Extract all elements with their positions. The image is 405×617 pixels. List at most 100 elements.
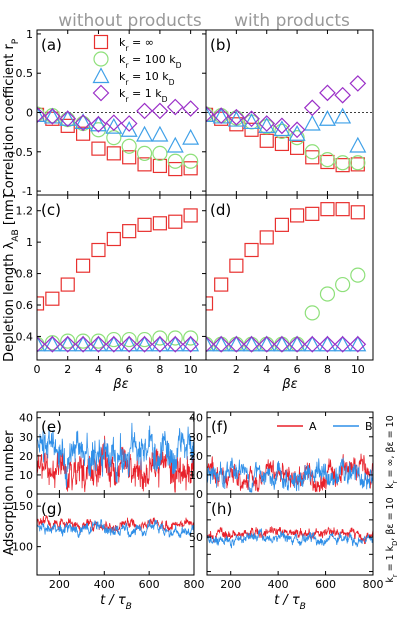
data-point: [151, 125, 169, 142]
data-point: [59, 110, 77, 128]
data-point: [120, 335, 138, 352]
data-point: [121, 331, 137, 348]
data-point: [334, 335, 351, 353]
data-point: [105, 114, 123, 132]
data-point: [319, 84, 336, 102]
x-tick-label: 4: [263, 363, 270, 376]
panel-b: (b): [205, 29, 374, 196]
y-tick-label: -0.5: [12, 146, 33, 159]
data-point: [212, 335, 230, 352]
panel-label: (f): [211, 418, 228, 436]
text-span: k: [119, 53, 126, 66]
series-3: [37, 98, 199, 133]
data-point: [75, 333, 91, 349]
text-span: Adsorption number: [2, 430, 17, 556]
series-3: [206, 335, 367, 353]
data-point: [43, 335, 61, 352]
data-point: [288, 335, 306, 352]
data-point: [206, 105, 215, 123]
data-point: [258, 117, 276, 133]
trace-A: [207, 525, 373, 545]
series-3: [206, 75, 367, 139]
x-tick-label: 10: [351, 363, 365, 376]
column-titles: without products with products: [58, 11, 350, 31]
data-point: [136, 335, 154, 352]
panel-label: (a): [41, 36, 62, 54]
data-point: [182, 128, 200, 145]
data-point: [214, 277, 229, 292]
data-point: [120, 121, 138, 137]
text-span: B: [126, 602, 132, 612]
data-point: [152, 330, 168, 346]
data-point: [244, 242, 259, 258]
x-axis-label-c: βε: [112, 377, 128, 392]
trace-B: [37, 422, 194, 488]
x-tick-label: 8: [324, 363, 331, 376]
data-point: [273, 335, 291, 353]
data-point: [305, 206, 320, 221]
panel-c: 0 2 4 6 8 10 0.4 0.6 0.8 1 1.2 (c): [16, 194, 207, 376]
data-point: [60, 333, 76, 349]
text-span: k: [119, 87, 126, 100]
text-span: = 1 k: [129, 87, 163, 100]
data-point: [75, 258, 91, 273]
text-span: = 100 k: [129, 53, 177, 66]
data-point: [259, 336, 275, 352]
y-tick-label: 10: [19, 469, 33, 482]
data-point: [182, 100, 199, 117]
x-axis-label-h: t / τB: [274, 593, 306, 612]
y-tick-label: 50: [189, 531, 203, 544]
data-point: [37, 296, 45, 311]
data-point: [259, 119, 275, 135]
y-tick-label: 0: [196, 488, 203, 501]
data-point: [182, 335, 199, 353]
plot-area: [207, 525, 373, 549]
data-point: [350, 157, 365, 172]
data-point: [303, 114, 321, 131]
data-point: [304, 305, 320, 321]
data-point: [106, 331, 122, 348]
data-point: [334, 107, 352, 124]
y-tick-label: 0.4: [16, 330, 34, 343]
legend-entry: B: [365, 420, 373, 433]
x-tick-label: 10: [184, 363, 198, 376]
data-point: [37, 335, 46, 352]
data-point: [288, 121, 306, 139]
plot-area: [37, 422, 194, 493]
data-point: [136, 331, 153, 348]
text-span: k: [119, 36, 126, 49]
text-span: r: [125, 61, 129, 70]
plot-area: [206, 75, 373, 173]
y-tick-label: 0.5: [16, 67, 34, 80]
data-point: [259, 133, 274, 148]
data-point: [91, 141, 106, 156]
data-point: [59, 335, 77, 352]
text-span: = ∞, βε = 10: [385, 415, 396, 480]
data-point: [289, 336, 305, 352]
y-tick-label: 1.2: [16, 205, 34, 218]
y-tick-label: 10: [189, 469, 203, 482]
trace-B: [207, 528, 373, 549]
data-point: [304, 144, 320, 160]
series-1: [37, 106, 199, 169]
y-tick-label: 40: [189, 412, 203, 425]
data-point: [334, 86, 351, 104]
x-tick-label: 600: [315, 578, 336, 591]
legend-entry: kr = 1 kD: [119, 87, 168, 104]
data-point: [274, 217, 290, 232]
data-point: [244, 122, 259, 137]
text-span: [nm]: [2, 194, 17, 229]
data-point: [206, 335, 215, 353]
data-point: [74, 114, 92, 132]
data-point: [37, 335, 46, 353]
legend-marker: [93, 34, 109, 50]
text-span: k: [119, 70, 126, 83]
data-point: [319, 286, 336, 302]
text-span: t / τ: [274, 593, 300, 608]
data-point: [227, 110, 245, 127]
data-point: [213, 108, 229, 124]
data-point: [182, 335, 200, 352]
data-point: [74, 335, 92, 353]
